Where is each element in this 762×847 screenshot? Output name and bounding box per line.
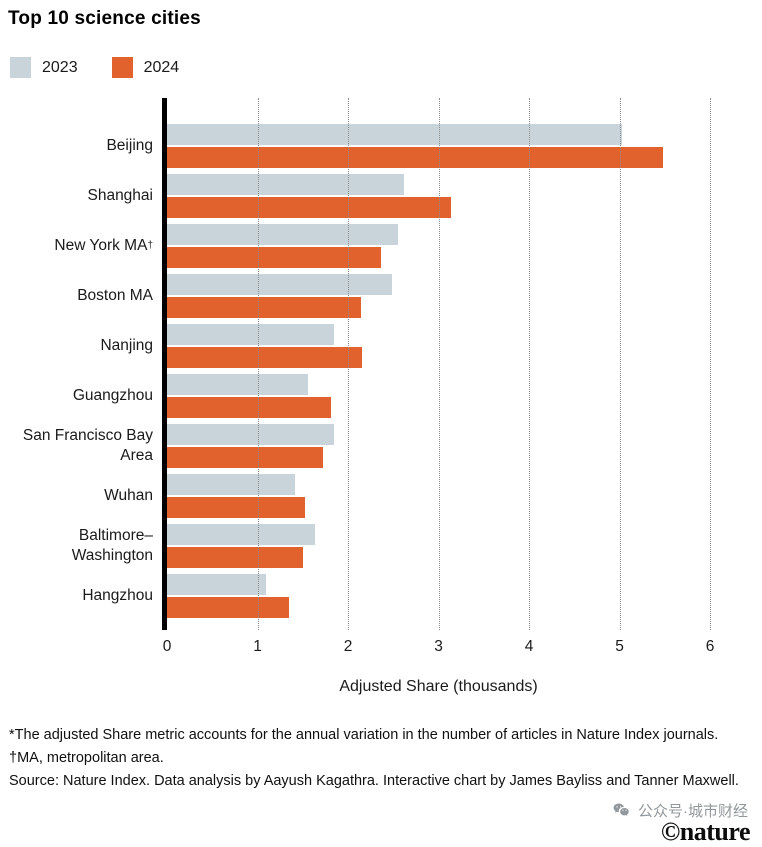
- bar-group: [167, 274, 710, 318]
- category-label: Wuhan: [104, 486, 153, 504]
- bar-group: [167, 574, 710, 618]
- bar-2024: [167, 347, 362, 368]
- legend-item-2024: 2024: [111, 57, 180, 78]
- bar-2023: [167, 424, 335, 445]
- category-label: San Francisco Bay Area: [22, 426, 153, 464]
- watermark: 公众号·城市财经: [8, 800, 752, 821]
- x-tick-label: 0: [162, 638, 172, 655]
- bar-group: [167, 124, 710, 168]
- legend-label: 2024: [143, 58, 180, 76]
- category-label: Beijing: [106, 136, 153, 154]
- bar-2023: [167, 174, 405, 195]
- watermark-label: 公众号·城市财经: [638, 802, 748, 820]
- x-tick-label: 5: [615, 638, 624, 655]
- bar-2024: [167, 147, 663, 168]
- x-tick-label: 3: [434, 638, 443, 655]
- legend-swatch: [111, 57, 133, 78]
- bar-2024: [167, 447, 323, 468]
- x-tick-label: 2: [343, 638, 353, 655]
- category-label: Boston MA: [77, 286, 153, 304]
- x-tick-label: 1: [253, 638, 262, 655]
- bar-2023: [167, 324, 334, 345]
- bars-layer: [167, 98, 710, 630]
- bar-chart: Beijing Shanghai New York MA † Boston MA Nanj…: [8, 98, 752, 696]
- bar-group: [167, 424, 710, 468]
- bar-group: [167, 324, 710, 368]
- footnotes: *The adjusted Share metric accounts for …: [8, 724, 752, 794]
- x-axis-title: Adjusted Share (thousands): [339, 678, 538, 695]
- x-tick-label: 4: [524, 638, 534, 655]
- bar-2024: [167, 597, 290, 618]
- legend-swatch: [10, 57, 31, 78]
- x-tick-label: 6: [705, 638, 715, 655]
- chart-title: Top 10 science cities: [8, 8, 201, 29]
- footnote-adjusted-share: *The adjusted Share metric accounts for …: [9, 727, 719, 743]
- x-ticks: 0 1 2 3 4 5 6: [163, 636, 715, 662]
- gridline: [710, 98, 711, 630]
- bar-2024: [167, 247, 381, 268]
- bar-group: [167, 524, 710, 568]
- bar-2023: [167, 474, 295, 495]
- bar-2024: [167, 297, 361, 318]
- bar-2023: [167, 124, 623, 145]
- footnote-source: Source: Nature Index. Data analysis by A…: [9, 773, 739, 790]
- bar-group: [167, 174, 710, 218]
- category-label: Shanghai: [87, 186, 153, 204]
- category-label: Nanjing: [100, 336, 153, 354]
- bar-2023: [167, 374, 309, 395]
- legend-label: 2023: [42, 58, 78, 76]
- legend-item-2023: 2023: [10, 57, 78, 78]
- bar-2024: [167, 397, 331, 418]
- bar-2024: [167, 197, 452, 218]
- bar-2023: [167, 224, 398, 245]
- category-label: New York MA †: [54, 236, 153, 254]
- nature-logo: ©nature: [660, 816, 751, 846]
- bar-2023: [167, 574, 266, 595]
- plot-stack: 0 1 2 3 4 5 6 Adjusted Share (thousands): [162, 98, 715, 696]
- plot-area: [162, 98, 711, 630]
- category-label: Hangzhou: [82, 586, 153, 604]
- bar-2024: [167, 547, 303, 568]
- bar-group: [167, 224, 710, 268]
- bar-2024: [167, 497, 305, 518]
- category-label: Baltimore–Washington: [71, 526, 153, 564]
- legend: 2023 2024: [8, 57, 752, 78]
- bar-group: [167, 474, 710, 518]
- bar-2023: [167, 524, 316, 545]
- category-label: Guangzhou: [72, 386, 153, 404]
- wechat-icon: [612, 801, 631, 820]
- bar-2023: [167, 274, 393, 295]
- category-labels: Beijing Shanghai New York MA † Boston MA Nanj…: [8, 98, 162, 696]
- bar-group: [167, 374, 710, 418]
- footnote-ma: †MA, metropolitan area.: [9, 750, 164, 767]
